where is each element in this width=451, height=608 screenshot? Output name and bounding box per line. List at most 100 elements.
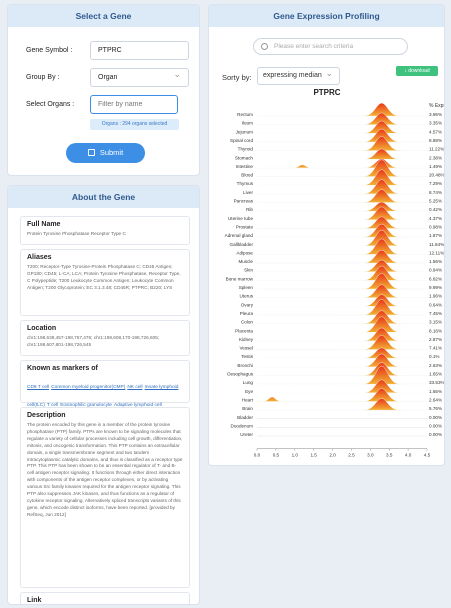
ridge-pct: 3.35% (429, 121, 442, 126)
about-gene-panel: About the Gene Full Name Protein Tyrosin… (7, 185, 200, 605)
ridge-density (256, 365, 428, 385)
ridge-label: Rectum (237, 112, 253, 117)
organs-filter-field[interactable] (90, 95, 178, 114)
organs-filter-input[interactable] (98, 101, 177, 108)
organs-selected-hint: Organs : 294 organs selected (90, 119, 179, 130)
ridge-density (256, 201, 428, 212)
ridge-pct: 9.99% (429, 285, 442, 290)
submit-label: Submit (99, 148, 124, 157)
ridge-label: Gallbladder (230, 242, 254, 247)
x-tick-label: 0.0 (254, 453, 261, 458)
description-label: Description (27, 412, 66, 419)
chart-title: PTPRC (313, 88, 340, 97)
ridge-label: Thymus (237, 181, 254, 186)
ridge-label: Uterine tube (228, 216, 253, 221)
marker-link[interactable]: Common myeloid progenitor(CMP) (51, 385, 126, 390)
ridge-pct: 1.49% (429, 164, 442, 169)
ridge-label: Spinal cord (230, 138, 253, 143)
full-name-value: Protein Tyrosine Phosphatase Receptor Ty… (27, 231, 126, 236)
marker-link[interactable]: Adaptive lymphoid cell (113, 403, 162, 408)
ridge-pct: 2.63% (429, 363, 442, 368)
ridge-pct: 0.00% (429, 423, 442, 428)
full-name-card: Full Name Protein Tyrosine Phosphatase R… (20, 216, 190, 245)
ridge-density (256, 112, 428, 125)
gene-symbol-input[interactable]: PTPRC (90, 41, 189, 60)
ridge-pct: 1.56% (429, 259, 442, 264)
ridge-label: Ovary (241, 302, 254, 307)
aliases-card: Aliases T200; Receptor-Type Tyrosine-Pro… (20, 249, 190, 316)
ridge-pct: 2.38% (429, 155, 442, 160)
ridge-label: Ileum (242, 121, 253, 126)
ridge-density (257, 327, 427, 342)
ridge-label: Thyroid (238, 147, 254, 152)
sort-by-label: Sorty by: (222, 73, 252, 82)
markers-card: Known as markers of CD8 T cell Common mye… (20, 360, 190, 408)
ridge-density (256, 335, 428, 350)
ridge-pct: 0.94% (429, 268, 442, 273)
ridge-density (256, 229, 428, 246)
ridge-label: Duodenum (231, 423, 254, 428)
ridge-pct: 1.96% (429, 294, 442, 299)
x-tick-label: 3.0 (367, 453, 374, 458)
ridge-pct: 1.65% (429, 372, 442, 377)
ridge-density (256, 159, 428, 177)
ridge-pct: 33.53% (429, 380, 445, 385)
ridge-label: Pleura (240, 311, 254, 316)
ridge-label: Ureter (240, 432, 253, 437)
about-gene-title: About the Gene (8, 186, 199, 208)
search-input[interactable]: Please enter search criteria (253, 38, 408, 55)
ridge-pct: 2.64% (429, 397, 442, 402)
submit-icon (87, 149, 95, 156)
search-placeholder: Please enter search criteria (274, 43, 354, 50)
ridge-label: Rib (246, 207, 253, 212)
markers-label: Known as markers of (27, 365, 98, 372)
expression-title: Gene Expression Profiling (209, 5, 444, 27)
ridge-density (256, 249, 428, 264)
description-card: Description The protein encoded by this … (20, 407, 190, 588)
submit-button[interactable]: Submit (66, 143, 145, 163)
ridge-density (257, 102, 427, 117)
ridge-label: Stomach (235, 155, 254, 160)
marker-link[interactable]: Innate lymphoid cell(ILC) (27, 385, 179, 408)
ridge-density (256, 388, 428, 402)
ridge-label: Brain (242, 406, 253, 411)
select-organs-label: Select Organs : (26, 101, 75, 108)
ridge-label: Uterus (239, 294, 253, 299)
gene-symbol-label: Gene Symbol : (26, 47, 73, 54)
marker-link[interactable]: CD8 T cell (27, 385, 50, 390)
ridge-pct: 8.88% (429, 138, 442, 143)
ridge-label: Bronchi (237, 363, 253, 368)
ridge-pct: 8.74% (429, 190, 442, 195)
ridge-pct: 0.00% (429, 415, 442, 420)
marker-link[interactable]: T cell (46, 403, 59, 408)
search-icon (261, 43, 268, 50)
ridge-label: Blood (241, 173, 253, 178)
x-tick-label: 4.5 (424, 453, 431, 458)
group-by-select[interactable]: Organ (90, 66, 189, 87)
link-card: Link Genecard,NCBI,Ensembl,Wikigenes, (20, 592, 190, 604)
ridge-pct: 11.84% (429, 242, 444, 247)
ridge-pct: 4.57% (429, 129, 442, 134)
marker-link[interactable]: Eosinophilic granulocyte (60, 403, 112, 408)
ridge-density (257, 206, 427, 220)
ridge-pct: 7.45% (429, 311, 442, 316)
ridge-density (257, 238, 427, 255)
ridge-pct: 0.98% (429, 224, 442, 229)
link-label: Link (27, 597, 42, 604)
ridge-density (257, 223, 427, 238)
ridge-label: Heart (242, 397, 254, 402)
ridge-density (256, 284, 428, 298)
sort-by-select[interactable]: expressing median (257, 65, 340, 85)
x-tick-label: 2.5 (348, 453, 355, 458)
ridge-label: Placenta (235, 328, 253, 333)
ridge-label: Testis (241, 354, 253, 359)
ridge-pct: 0.1% (429, 354, 439, 359)
select-gene-panel: Select a Gene Gene Symbol : PTPRC Group … (7, 4, 200, 176)
ridge-density (257, 362, 427, 376)
download-button[interactable]: ↓ download (396, 66, 438, 76)
ridge-pct: 11.22% (429, 147, 444, 152)
ridge-density (256, 316, 428, 333)
ridge-pct: 7.29% (429, 181, 442, 186)
marker-link[interactable]: NK cell (127, 385, 143, 390)
ridge-label: Bladder (237, 415, 253, 420)
